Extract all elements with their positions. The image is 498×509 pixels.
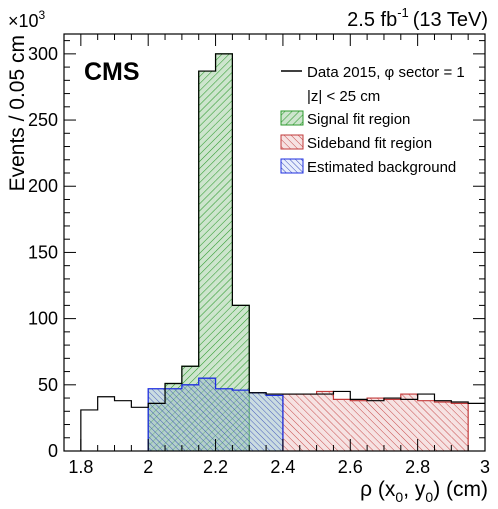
legend-signal-label: Signal fit region (307, 111, 410, 128)
legend-sideband-label: Sideband fit region (307, 135, 432, 152)
y-tick-label: 0 (48, 441, 58, 461)
axes: 1.8 2 2.2 2.4 2.6 2.8 3 0 50 100 150 200 250 300 (28, 34, 490, 477)
x-tick-label: 2.4 (270, 457, 295, 477)
x-tick-label: 3 (480, 457, 490, 477)
legend-background-label: Estimated background (307, 159, 456, 176)
y-tick-label: 300 (28, 44, 58, 64)
background-hatch (215, 388, 233, 451)
sideband-hatch (383, 399, 401, 451)
y-tick-label: 200 (28, 176, 58, 196)
x-tick-label: 2.2 (203, 457, 228, 477)
y-multiplier: ×103 (8, 8, 46, 31)
plot-area (80, 53, 485, 452)
sideband-hatch (350, 400, 368, 451)
legend-background-hatch (280, 158, 304, 174)
sideband-hatch (434, 402, 452, 451)
x-tick-label: 2.6 (338, 457, 363, 477)
data-histogram (80, 53, 485, 451)
y-tick-label: 250 (28, 110, 58, 130)
legend-sideband-hatch (280, 134, 304, 150)
background-hatch (148, 388, 166, 451)
legend: Data 2015, φ sector = 1 |z| < 25 cm Sign… (280, 64, 465, 176)
experiment-label: CMS (84, 58, 140, 86)
y-axis-label: Events / 0.05 cm (6, 35, 29, 191)
background-hatch (198, 378, 216, 451)
sideband-hatch (400, 394, 418, 451)
signal-hatch (215, 53, 233, 451)
plot-frame (63, 33, 486, 452)
x-axis-label: ρ (x0, y0) (cm) (360, 478, 488, 505)
x-tick-label: 1.8 (68, 457, 93, 477)
sideband-hatch (282, 394, 300, 451)
background-hatch (181, 384, 199, 451)
background-hatch (232, 390, 250, 451)
legend-signal-hatch (280, 110, 304, 126)
y-tick-label: 150 (28, 242, 58, 262)
sideband-hatch (333, 399, 351, 451)
y-tick-label: 50 (38, 375, 58, 395)
x-tick-label: 2 (143, 457, 153, 477)
y-tick-label: 100 (28, 309, 58, 329)
sideband-hatch (316, 391, 334, 451)
sideband-hatch (417, 400, 435, 451)
lumi-label: 2.5 fb-1 (13 TeV) (347, 5, 488, 31)
legend-data-label: Data 2015, φ sector = 1 (307, 64, 465, 81)
sideband-hatch (299, 394, 317, 451)
signal-hatch (198, 71, 216, 452)
background-hatch (249, 392, 267, 451)
background-hatch (266, 395, 283, 451)
sideband-hatch (367, 398, 384, 451)
sideband-hatch (451, 403, 469, 451)
background-hatch (165, 388, 182, 451)
x-tick-label: 2.8 (405, 457, 430, 477)
legend-cut-label: |z| < 25 cm (307, 88, 380, 105)
